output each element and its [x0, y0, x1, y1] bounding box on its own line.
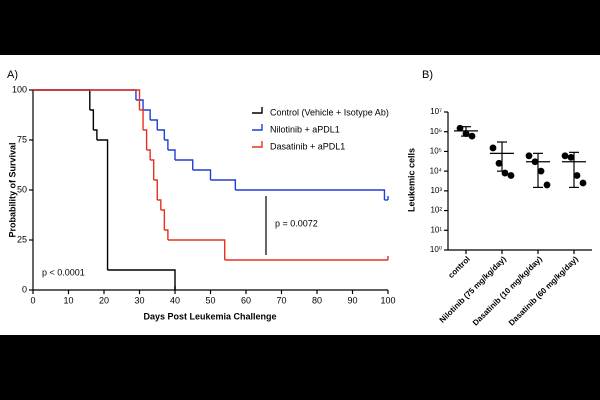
y-tick-label: 10⁰ — [430, 245, 442, 254]
y-tick-label: 25 — [17, 234, 27, 244]
curve-step — [107, 269, 176, 290]
legend-swatch — [252, 107, 263, 114]
y-tick-label: 10¹ — [430, 225, 442, 234]
data-point — [468, 132, 476, 140]
legend-swatch — [252, 124, 263, 131]
legend-swatch — [252, 141, 263, 148]
data-point — [567, 153, 575, 161]
y-tick-label: 10³ — [430, 186, 442, 195]
y-tick-label: 10⁴ — [430, 166, 443, 175]
curve-step — [235, 189, 386, 200]
legend-label: Control (Vehicle + Isotype Ab) — [270, 107, 389, 117]
y-axis-label: Probability of Survival — [7, 142, 17, 237]
data-point — [495, 159, 503, 167]
data-point — [543, 181, 551, 189]
y-tick-label: 75 — [17, 134, 27, 144]
survival-curve — [33, 89, 389, 261]
curve-step — [93, 129, 98, 140]
x-tick-label: 80 — [312, 295, 322, 305]
panel-label: A) — [7, 69, 18, 81]
curve-step — [167, 149, 176, 160]
curve-step — [146, 149, 151, 160]
x-tick-label: 20 — [99, 295, 109, 305]
legend-label: Dasatinib + aPDL1 — [270, 141, 345, 151]
annotation: p = 0.0072 — [275, 218, 318, 228]
curve-step — [175, 159, 194, 170]
x-tick-label: 60 — [241, 295, 251, 305]
survival-curve — [33, 89, 176, 290]
curve-step — [157, 199, 162, 210]
curve-step — [143, 109, 151, 120]
curve-step — [157, 129, 166, 140]
y-tick-label: 10⁶ — [430, 127, 442, 136]
y-tick-label: 0 — [22, 284, 27, 294]
data-point — [525, 152, 533, 160]
curve-step — [135, 99, 144, 110]
data-point — [579, 179, 587, 187]
curve-step — [33, 89, 141, 110]
curve-step — [89, 109, 95, 130]
data-point — [561, 152, 569, 160]
legend-label: Nilotinib + aPDL1 — [270, 124, 340, 134]
curve-step — [160, 209, 166, 230]
y-tick-label: 10⁵ — [430, 147, 442, 156]
x-tick-label: 30 — [134, 295, 144, 305]
curve-step — [164, 229, 169, 240]
curve-step — [139, 109, 144, 130]
data-point — [537, 167, 545, 175]
curve-step — [150, 159, 155, 180]
data-point — [573, 172, 581, 179]
x-tick-label: 100 — [380, 295, 395, 305]
x-tick-label: 90 — [347, 295, 357, 305]
curve-step — [153, 179, 158, 200]
x-tick-label: 0 — [30, 295, 35, 305]
curve-step — [210, 179, 237, 190]
x-axis-label: Days Post Leukemia Challenge — [143, 311, 276, 321]
curve-step — [150, 119, 158, 130]
data-point — [507, 172, 515, 179]
curve-step — [143, 129, 148, 150]
curve-step — [167, 239, 226, 260]
data-point — [489, 144, 497, 152]
curve-step — [164, 139, 169, 150]
figure-background — [0, 55, 600, 335]
x-tick-label: 70 — [276, 295, 286, 305]
y-axis-label: Leukemic cells — [406, 148, 416, 212]
y-tick-label: 50 — [17, 184, 27, 194]
y-tick-label: 100 — [12, 84, 27, 94]
curve-step — [96, 139, 109, 270]
y-tick-label: 10⁷ — [430, 107, 442, 116]
annotation: p < 0.0001 — [42, 267, 85, 277]
y-tick-label: 10² — [430, 206, 442, 215]
x-tick-label: 50 — [205, 295, 215, 305]
x-tick-label: 10 — [63, 295, 73, 305]
x-tick-label: 40 — [170, 295, 180, 305]
panel-label: B) — [422, 69, 433, 81]
curve-step — [192, 169, 212, 180]
